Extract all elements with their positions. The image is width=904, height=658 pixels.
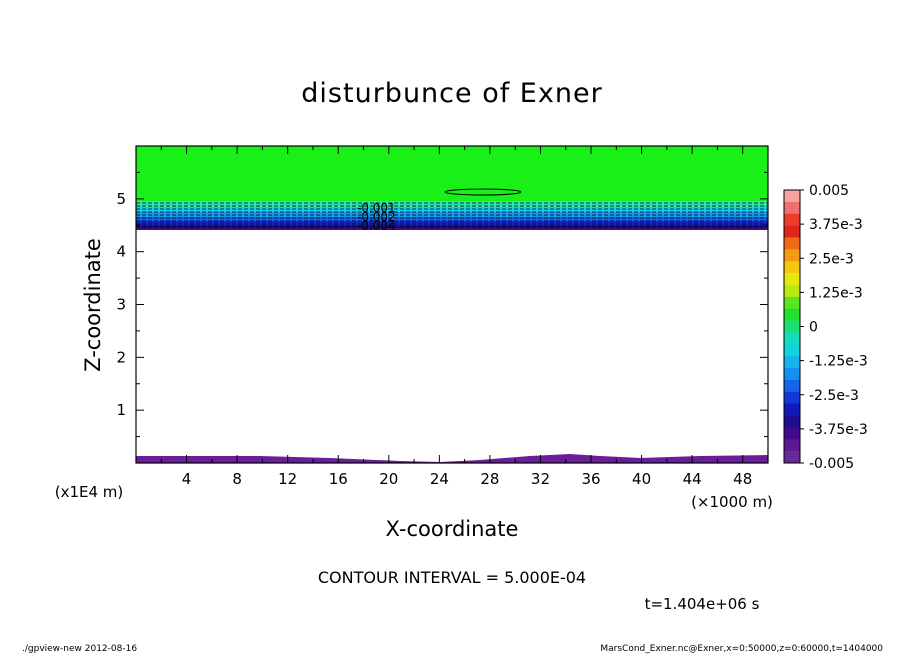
y-tick-label: 5 xyxy=(116,190,126,208)
x-tick-label: 36 xyxy=(581,470,600,488)
colorbar-label: 0 xyxy=(809,320,818,336)
x-tick-label: 28 xyxy=(480,470,499,488)
colorbar-segment xyxy=(784,344,800,357)
y-axis-unit: (x1E4 m) xyxy=(55,483,124,501)
upper-field-green xyxy=(136,146,768,202)
x-axis: 4 8 12 16 20 24 28 32 36 40 44 48 xyxy=(135,146,769,488)
contour-interval: CONTOUR INTERVAL = 5.000E-04 xyxy=(318,568,586,587)
time-label: t=1.404e+06 s xyxy=(645,595,760,613)
colorbar-segment xyxy=(784,213,800,227)
band-1 xyxy=(136,201,768,207)
colorbar-label: -2.5e-3 xyxy=(809,388,859,404)
x-tick-label: 44 xyxy=(683,470,702,488)
colorbar-segment xyxy=(784,201,800,215)
colorbar-segment xyxy=(784,439,800,452)
x-tick-label: 48 xyxy=(733,470,752,488)
footer-left: ./gpview-new 2012-08-16 xyxy=(22,644,137,654)
colorbar: 0.005 3.75e-3 2.5e-3 1.25e-3 0 -1.25e-3 -2.5e-… xyxy=(783,183,868,472)
band-6 xyxy=(136,225,768,228)
dashed-contours xyxy=(136,202,768,228)
colorbar-segment xyxy=(784,368,800,381)
colorbar-segment xyxy=(784,403,800,417)
colorbar-segment xyxy=(784,261,800,274)
colorbar-label: 3.75e-3 xyxy=(809,217,863,233)
contour-ellipse xyxy=(444,188,522,196)
y-tick-label: 4 xyxy=(116,243,126,261)
band-3 xyxy=(136,212,768,217)
x-axis-label: X-coordinate xyxy=(386,517,519,541)
colorbar-segment xyxy=(784,379,800,393)
colorbar-label: -1.25e-3 xyxy=(809,354,868,370)
bottom-field-purple xyxy=(136,454,768,463)
colorbar-segment xyxy=(784,237,800,250)
plot-area: -0.001 -0.002 -0.004 xyxy=(135,145,769,464)
colorbar-label: -3.75e-3 xyxy=(809,422,868,438)
x-tick-label: 20 xyxy=(379,470,398,488)
band-4 xyxy=(136,217,768,221)
colorbar-segment xyxy=(784,391,800,405)
colorbar-segment xyxy=(784,284,800,298)
x-tick-label: 40 xyxy=(632,470,651,488)
colorbar-segment xyxy=(784,273,800,286)
colorbar-label: -0.005 xyxy=(809,456,854,472)
y-tick-label: 3 xyxy=(116,296,126,314)
chart-title: disturbunce of Exner xyxy=(301,78,602,109)
band-7 xyxy=(136,228,768,230)
x-tick-label: 12 xyxy=(278,470,297,488)
colorbar-segment xyxy=(784,356,800,369)
colorbar-segment xyxy=(784,308,800,322)
x-tick-label: 32 xyxy=(531,470,550,488)
y-axis-label: Z-coordinate xyxy=(81,238,105,372)
colorbar-segment xyxy=(784,225,800,238)
x-tick-label: 16 xyxy=(329,470,348,488)
colorbar-segment xyxy=(784,415,800,428)
x-tick-label: 4 xyxy=(182,470,192,488)
x-tick-label: 24 xyxy=(430,470,449,488)
y-tick-label: 2 xyxy=(116,348,126,366)
colorbar-segment xyxy=(784,320,800,333)
colorbar-label: 0.005 xyxy=(809,183,849,199)
colorbar-label: 1.25e-3 xyxy=(809,285,863,301)
colorbar-segment xyxy=(784,296,800,310)
colorbar-segment xyxy=(784,190,800,203)
band-2 xyxy=(136,207,768,212)
footer-right: MarsCond_Exner.nc@Exner,x=0:50000,z=0:60… xyxy=(600,644,883,654)
contour-label: -0.002 xyxy=(357,210,396,224)
colorbar-segment xyxy=(784,451,800,464)
contour-label: -0.001 xyxy=(357,201,396,215)
colorbar-segment xyxy=(784,249,800,262)
colorbar-segment xyxy=(784,427,800,440)
contour-labels: -0.001 -0.002 -0.004 xyxy=(357,201,396,233)
band-5 xyxy=(136,221,768,225)
colorbar-segment xyxy=(784,332,800,345)
colorbar-label: 2.5e-3 xyxy=(809,251,854,267)
x-axis-unit: (×1000 m) xyxy=(691,493,773,511)
y-tick-label: 1 xyxy=(116,401,126,419)
y-axis: 1 2 3 4 5 xyxy=(116,145,768,464)
contour-label: -0.004 xyxy=(357,219,396,233)
x-tick-label: 8 xyxy=(232,470,242,488)
